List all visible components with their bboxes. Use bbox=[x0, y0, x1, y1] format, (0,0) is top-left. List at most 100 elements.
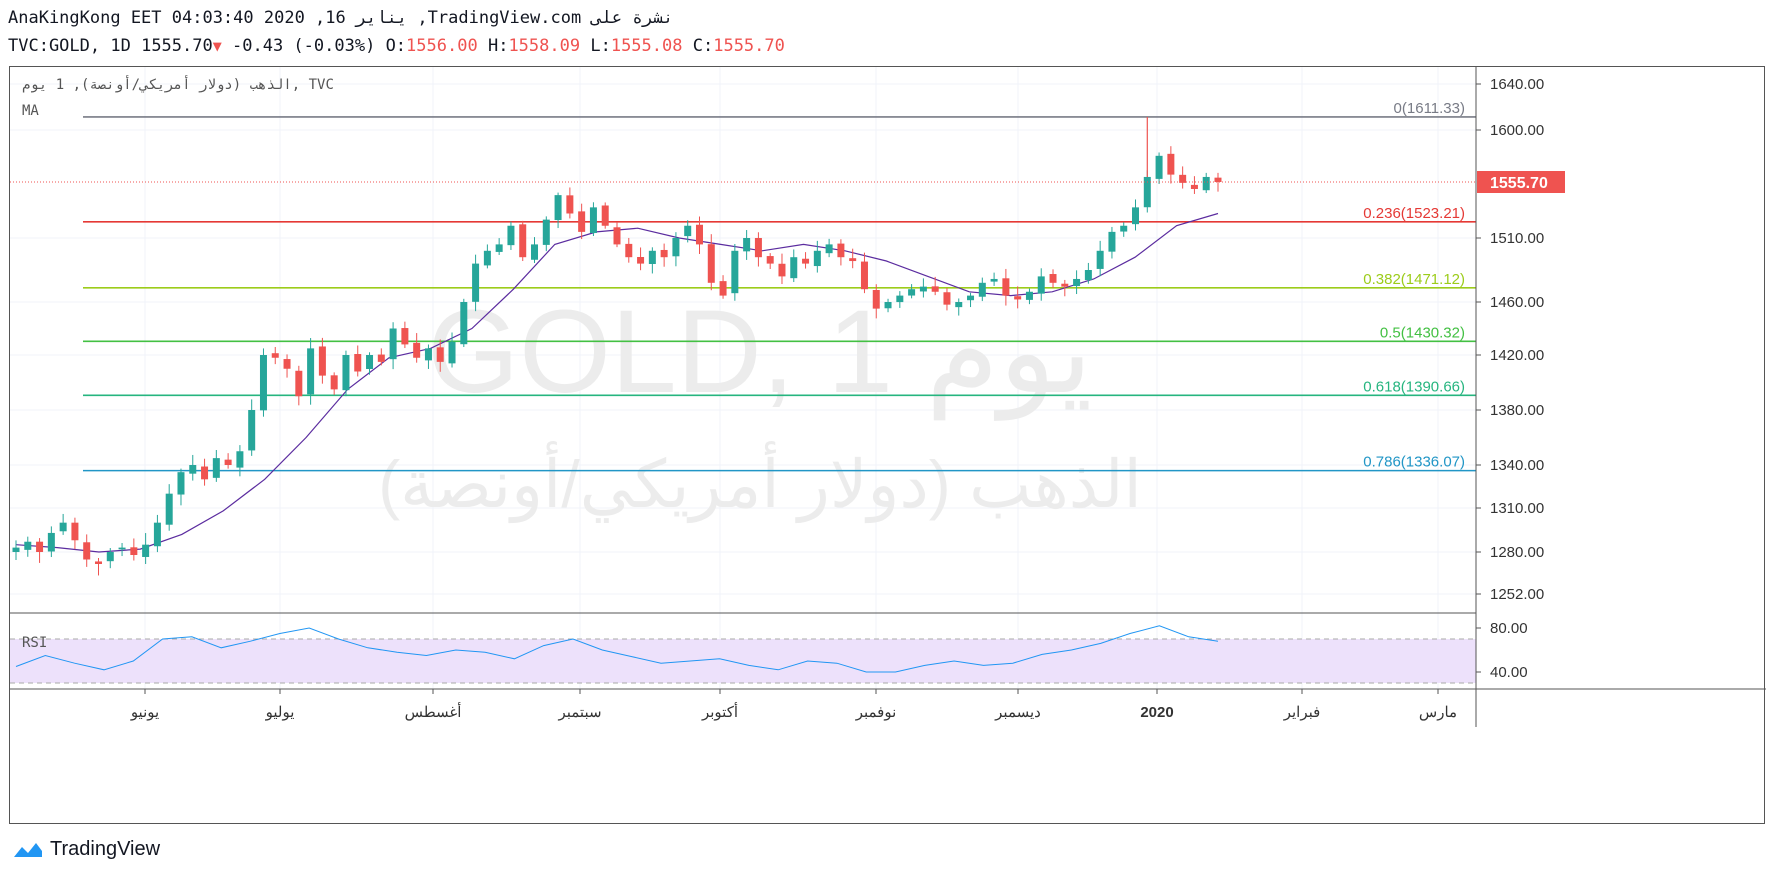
candle-body bbox=[118, 547, 126, 550]
candle-body bbox=[24, 541, 32, 550]
candle-body bbox=[389, 328, 397, 360]
last-price-badge bbox=[1477, 171, 1565, 193]
time-tick-label: أكتوبر bbox=[701, 702, 738, 721]
candle-body bbox=[1202, 176, 1210, 191]
candle-body bbox=[837, 243, 845, 258]
candle-body bbox=[1214, 177, 1222, 182]
candle-body bbox=[130, 547, 138, 555]
time-tick-label: سبتمبر bbox=[557, 704, 601, 721]
candle-body bbox=[47, 532, 55, 552]
ohlc-bar: TVC:GOLD, 1D 1555.70▼ -0.43 (-0.03%) O:1… bbox=[8, 36, 785, 56]
candle-body bbox=[1014, 296, 1022, 300]
close-value: 1555.70 bbox=[713, 36, 785, 56]
candle-body bbox=[955, 302, 963, 308]
open-value: 1556.00 bbox=[406, 36, 478, 56]
close-label: C: bbox=[692, 36, 714, 56]
candle-body bbox=[1073, 278, 1081, 287]
candle-body bbox=[307, 348, 315, 395]
candle-body bbox=[224, 459, 232, 465]
candle-body bbox=[884, 302, 892, 309]
price-tick-label: 1310.00 bbox=[1490, 500, 1544, 517]
symbol-label: TVC:GOLD, 1D bbox=[8, 36, 131, 56]
candle-body bbox=[802, 258, 810, 264]
candle-body bbox=[943, 292, 951, 305]
candle-body bbox=[990, 278, 998, 282]
candle-body bbox=[978, 282, 986, 297]
time-tick-label: يونيو bbox=[130, 704, 159, 721]
candle-body bbox=[1108, 231, 1116, 252]
candle-body bbox=[1179, 174, 1187, 183]
high-label: H: bbox=[487, 36, 509, 56]
candle-body bbox=[1155, 155, 1163, 179]
candle-body bbox=[142, 544, 150, 557]
time-tick-label: ديسمبر bbox=[994, 704, 1041, 721]
fib-label: 0.786(1336.07) bbox=[1363, 454, 1465, 471]
candle-body bbox=[448, 341, 456, 364]
candle-body bbox=[507, 225, 515, 246]
candle-body bbox=[413, 342, 421, 358]
chart-frame[interactable]: GOLD, 1 يوم الذهب (دولار أمريكي/أونصة) 0… bbox=[9, 66, 1766, 825]
price-chart[interactable]: GOLD, 1 يوم الذهب (دولار أمريكي/أونصة) 0… bbox=[10, 67, 1766, 825]
candle-body bbox=[1061, 283, 1069, 287]
candle-body bbox=[165, 493, 173, 525]
legend: الذهب (دولار أمريكي/أونصة), 1 يوم, TVC M… bbox=[22, 75, 334, 651]
candle-body bbox=[94, 561, 102, 564]
fib-label: 0.382(1471.12) bbox=[1363, 271, 1465, 288]
candle-body bbox=[790, 257, 798, 279]
candle-body bbox=[542, 219, 550, 245]
watermark-description: الذهب (دولار أمريكي/أونصة) bbox=[378, 440, 1142, 524]
time-tick-label: أغسطس bbox=[405, 702, 462, 721]
candle-body bbox=[684, 225, 692, 237]
open-label: O: bbox=[385, 36, 407, 56]
candle-body bbox=[648, 250, 656, 265]
fib-label: 0.236(1523.21) bbox=[1363, 205, 1465, 222]
legend-title: الذهب (دولار أمريكي/أونصة), 1 يوم, TVC bbox=[22, 75, 334, 93]
candle-body bbox=[295, 370, 303, 397]
rsi-tick-label: 40.00 bbox=[1490, 664, 1528, 681]
rsi-band bbox=[10, 639, 1476, 683]
candle-body bbox=[283, 359, 291, 369]
candle-body bbox=[460, 302, 468, 345]
candle-body bbox=[695, 224, 703, 245]
candle-body bbox=[919, 286, 927, 292]
price-tick-label: 1280.00 bbox=[1490, 544, 1544, 561]
price-tick-label: 1340.00 bbox=[1490, 457, 1544, 474]
candle-body bbox=[424, 348, 432, 361]
tradingview-logo[interactable]: TradingView bbox=[10, 838, 160, 861]
candle-body bbox=[519, 224, 527, 258]
candle-body bbox=[813, 250, 821, 267]
candle-body bbox=[1049, 274, 1057, 283]
low-label: L: bbox=[590, 36, 611, 56]
candle-body bbox=[436, 347, 444, 362]
candle-body bbox=[967, 295, 975, 301]
candle-body bbox=[212, 458, 220, 478]
candle-body bbox=[578, 211, 586, 232]
candle-body bbox=[106, 552, 114, 562]
candle-body bbox=[672, 238, 680, 257]
candle-body bbox=[59, 522, 67, 532]
fib-label: 0.618(1390.66) bbox=[1363, 378, 1465, 395]
candle-body bbox=[271, 353, 279, 358]
watermark-symbol: GOLD, 1 يوم bbox=[427, 286, 1092, 421]
time-tick-label: فبراير bbox=[1283, 704, 1321, 721]
candle-body bbox=[707, 244, 715, 283]
candle-body bbox=[153, 522, 161, 547]
price-tick-label: 1640.00 bbox=[1490, 76, 1544, 93]
candle-body bbox=[1025, 291, 1033, 300]
candle-body bbox=[342, 355, 350, 391]
candle-body bbox=[531, 244, 539, 260]
candle-body bbox=[778, 263, 786, 277]
rsi-pane bbox=[10, 612, 1476, 684]
time-tick-label: يوليو bbox=[265, 704, 295, 721]
price-change: -0.43 (-0.03%) bbox=[232, 36, 376, 56]
high-value: 1558.09 bbox=[508, 36, 581, 56]
candle-body bbox=[908, 289, 916, 296]
candle-body bbox=[754, 237, 762, 258]
fib-label: 0.5(1430.32) bbox=[1380, 324, 1465, 341]
price-tick-label: 1600.00 bbox=[1490, 122, 1544, 139]
candle-body bbox=[589, 207, 597, 234]
legend-rsi: RSI bbox=[22, 635, 47, 651]
candle-body bbox=[1084, 270, 1092, 281]
fibonacci-retracement: 0(1611.33) 0.236(1523.21) 0.382(1471.12) 0.… bbox=[83, 100, 1476, 472]
candle-body bbox=[1143, 176, 1151, 208]
